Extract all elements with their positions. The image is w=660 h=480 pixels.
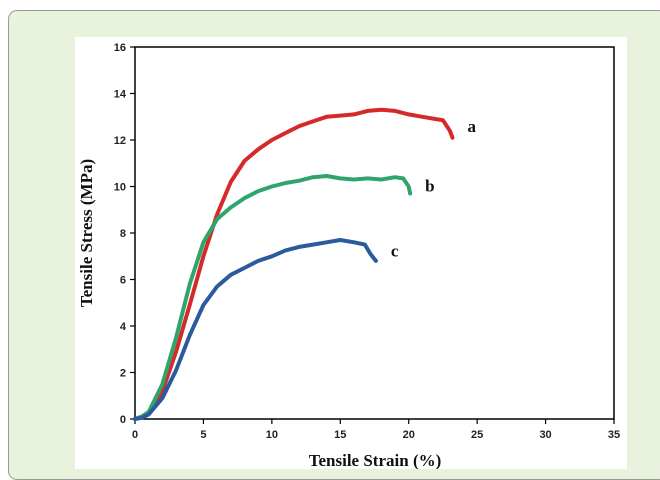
series-line-a (133, 107, 455, 421)
x-tick-label: 20 (403, 429, 415, 441)
y-tick-label: 14 (114, 89, 127, 101)
y-tick-label: 2 (120, 368, 126, 380)
series-label-c: c (391, 241, 399, 260)
y-axis-ticks: 0 2 4 6 8 10 12 14 16 (114, 42, 135, 426)
x-tick-label: 35 (608, 429, 620, 441)
y-tick-label: 12 (114, 135, 126, 147)
y-axis-title: Tensile Stress (MPa) (77, 159, 96, 307)
y-tick-label: 8 (120, 228, 126, 240)
x-tick-label: 30 (539, 429, 551, 441)
x-axis-ticks: 0 5 10 15 20 25 30 35 (132, 419, 620, 441)
x-tick-label: 25 (471, 429, 483, 441)
x-tick-label: 0 (132, 429, 138, 441)
series-line-b (133, 174, 413, 421)
series-line-c (133, 238, 378, 421)
y-tick-label: 16 (114, 42, 126, 54)
x-tick-label: 5 (200, 429, 206, 441)
x-tick-label: 10 (266, 429, 278, 441)
series-label-a: a (468, 117, 477, 136)
series-labels: a b c (391, 117, 477, 260)
x-axis-title: Tensile Strain (%) (309, 451, 442, 469)
series-lines (133, 107, 455, 421)
plot-card: 0 2 4 6 8 10 12 14 16 0 5 10 15 20 25 30 35 a b c Tensile… (75, 37, 627, 469)
tensile-chart: 0 2 4 6 8 10 12 14 16 0 5 10 15 20 25 30 35 a b c Tensile… (77, 42, 620, 469)
figure-frame: 0 2 4 6 8 10 12 14 16 0 5 10 15 20 25 30 35 a b c Tensile… (8, 10, 660, 480)
y-tick-label: 0 (120, 414, 126, 426)
y-tick-label: 10 (114, 182, 126, 194)
series-label-b: b (425, 176, 434, 195)
y-tick-label: 4 (120, 321, 127, 333)
x-tick-label: 15 (334, 429, 346, 441)
y-tick-label: 6 (120, 275, 126, 287)
